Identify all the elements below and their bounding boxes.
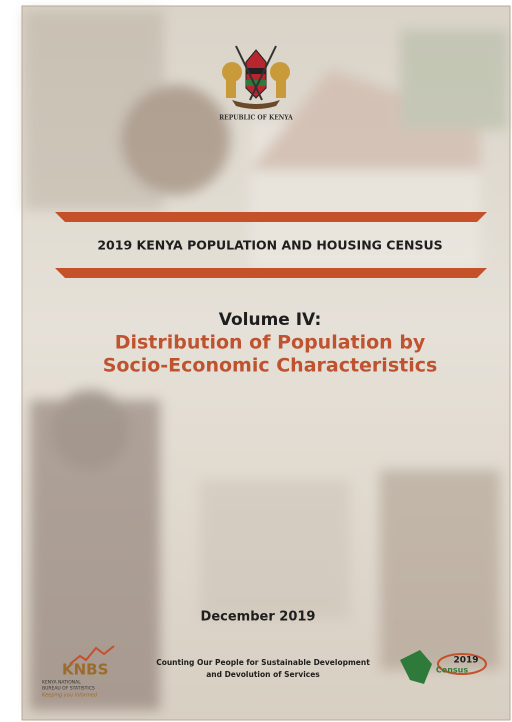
orange-bar	[55, 268, 487, 278]
orange-bar	[55, 212, 487, 222]
knbs-logo: KNBS KENYA NATIONAL BUREAU OF STATISTICS…	[42, 645, 115, 699]
slogan: and Devolution of Services	[206, 670, 320, 679]
census-logo: 2019 Census	[400, 650, 487, 684]
background-photo	[24, 10, 508, 710]
knbs-name: KNBS	[62, 661, 108, 679]
date: December 2019	[201, 610, 316, 625]
census-year: 2019	[453, 656, 478, 666]
slogan: Counting Our People for Sustainable Deve…	[156, 658, 370, 667]
coat-of-arms	[222, 45, 290, 109]
knbs-full-name: KENYA NATIONAL	[42, 680, 81, 686]
emblem-caption: REPUBLIC OF KENYA	[219, 115, 293, 122]
volume-label: Volume IV:	[219, 310, 322, 330]
census-word: Census	[436, 666, 468, 675]
knbs-tagline: Keeping you informed	[42, 693, 98, 699]
subtitle: Distribution of Population by	[115, 332, 426, 354]
knbs-full-name: BUREAU OF STATISTICS	[42, 686, 95, 692]
subtitle: Socio-Economic Characteristics	[103, 355, 438, 377]
census-title: 2019 KENYA POPULATION AND HOUSING CENSUS	[97, 238, 442, 253]
